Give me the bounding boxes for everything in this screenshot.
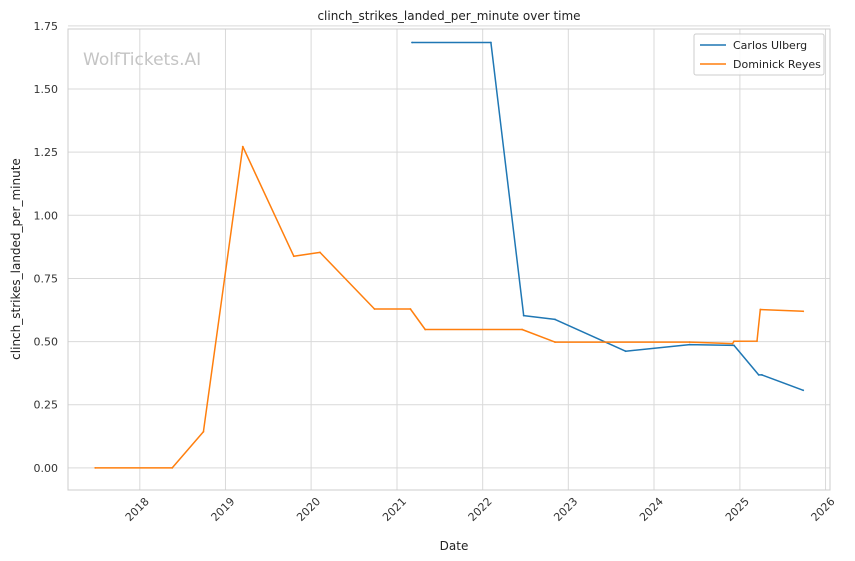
legend-label-dominick-reyes: Dominick Reyes bbox=[733, 58, 821, 71]
y-axis-title: clinch_strikes_landed_per_minute bbox=[9, 158, 23, 360]
data-point-dominick-reyes bbox=[759, 308, 762, 311]
x-tick-label: 2024 bbox=[637, 495, 666, 524]
data-point-dominick-reyes bbox=[292, 255, 295, 258]
y-tick-label: 1.00 bbox=[34, 209, 59, 222]
plot-frame bbox=[67, 28, 831, 491]
data-point-dominick-reyes bbox=[756, 340, 758, 342]
data-point-carlos-ulberg bbox=[624, 350, 627, 353]
y-tick-label: 1.25 bbox=[34, 146, 59, 159]
data-point-dominick-reyes bbox=[731, 342, 734, 345]
x-tick-label: 2026 bbox=[809, 495, 838, 524]
data-point-carlos-ulberg bbox=[688, 343, 691, 346]
data-point-carlos-ulberg bbox=[411, 41, 413, 44]
data-point-carlos-ulberg bbox=[554, 318, 556, 321]
data-point-carlos-ulberg bbox=[522, 314, 525, 317]
x-tick-label: 2025 bbox=[723, 495, 752, 524]
x-tick-labels: 2018 2019 2020 2021 2022 2023 2024 2025 2026 bbox=[123, 495, 838, 524]
data-point-dominick-reyes bbox=[202, 430, 205, 433]
data-point-carlos-ulberg bbox=[802, 389, 805, 392]
x-tick-label: 2020 bbox=[294, 495, 323, 524]
data-point-dominick-reyes bbox=[171, 467, 174, 469]
x-tick-label: 2018 bbox=[123, 495, 152, 524]
y-tick-label: 0.00 bbox=[34, 462, 59, 475]
legend-box bbox=[693, 33, 825, 76]
data-point-dominick-reyes bbox=[688, 341, 691, 343]
data-point-dominick-reyes bbox=[554, 341, 556, 343]
x-tick-label: 2019 bbox=[208, 495, 237, 524]
data-point-carlos-ulberg bbox=[757, 374, 760, 376]
y-tick-labels: 0.00 0.25 0.50 0.75 1.00 1.25 1.50 1.75 bbox=[34, 20, 59, 475]
data-point-dominick-reyes bbox=[94, 467, 97, 469]
data-point-carlos-ulberg bbox=[761, 374, 763, 376]
data-point-dominick-reyes bbox=[802, 310, 805, 313]
data-point-dominick-reyes bbox=[241, 145, 244, 148]
data-point-carlos-ulberg bbox=[490, 41, 492, 44]
data-point-dominick-reyes bbox=[409, 308, 412, 310]
series-line-carlos-ulberg bbox=[412, 41, 804, 392]
x-axis-title: Date bbox=[440, 539, 469, 553]
x-tick-label: 2023 bbox=[551, 495, 580, 524]
y-tick-label: 0.25 bbox=[34, 399, 59, 412]
data-point-dominick-reyes bbox=[424, 328, 427, 331]
chart-title: clinch_strikes_landed_per_minute over ti… bbox=[317, 9, 580, 23]
legend: Carlos Ulberg Dominick Reyes bbox=[693, 33, 825, 76]
x-tick-label: 2022 bbox=[466, 495, 495, 524]
y-tick-label: 1.50 bbox=[34, 83, 59, 96]
data-point-dominick-reyes bbox=[521, 328, 523, 331]
legend-label-carlos-ulberg: Carlos Ulberg bbox=[733, 39, 807, 52]
data-point-dominick-reyes bbox=[373, 308, 376, 310]
series-line-dominick-reyes bbox=[95, 145, 804, 469]
data-point-carlos-ulberg bbox=[733, 344, 735, 347]
watermark: WolfTickets.AI bbox=[83, 50, 201, 70]
y-tick-label: 0.50 bbox=[34, 336, 59, 349]
y-tick-label: 1.75 bbox=[34, 20, 59, 33]
y-tick-label: 0.75 bbox=[34, 272, 59, 285]
x-tick-label: 2021 bbox=[380, 495, 409, 524]
data-point-dominick-reyes bbox=[319, 251, 321, 254]
grid bbox=[68, 25, 830, 490]
series bbox=[94, 41, 805, 469]
data-point-dominick-reyes bbox=[733, 340, 735, 343]
